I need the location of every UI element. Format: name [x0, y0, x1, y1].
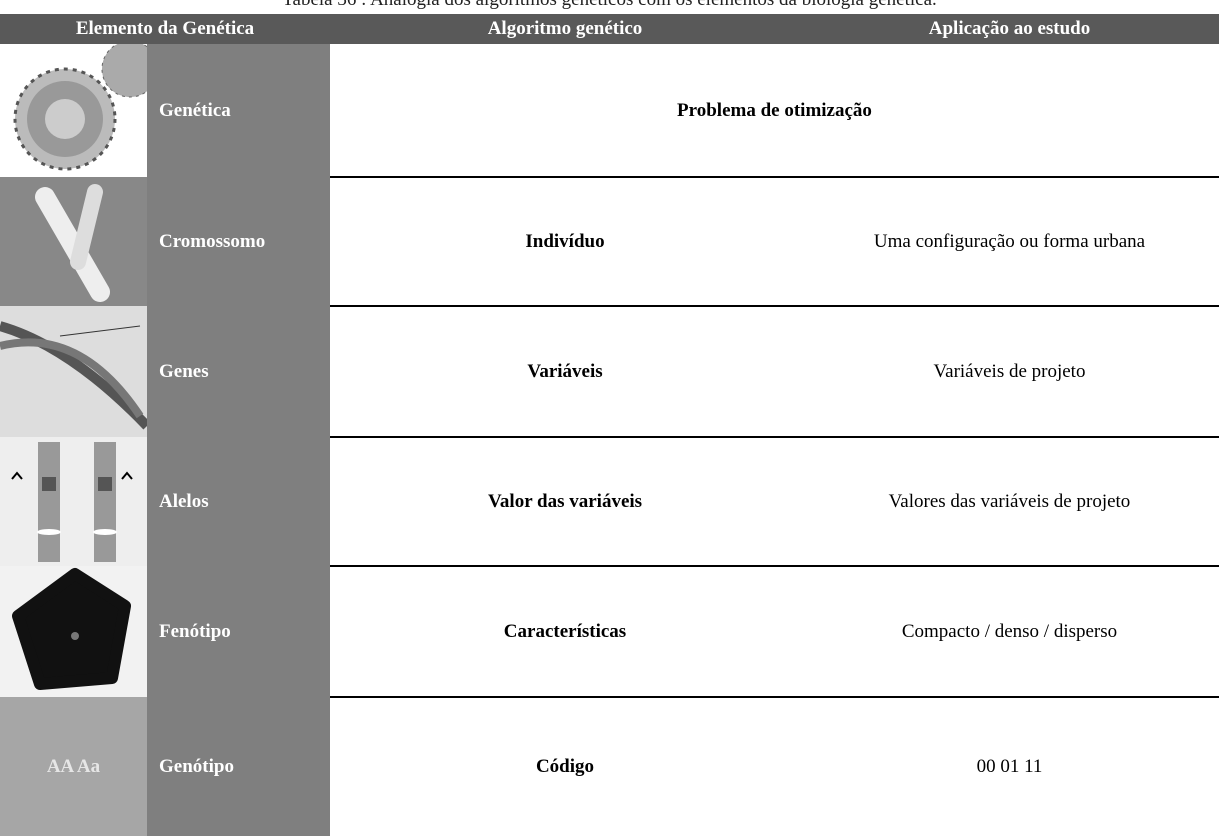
chromosome-image: [0, 177, 147, 306]
column-header: Elemento da Genética: [0, 14, 330, 44]
dna-image: [0, 306, 147, 437]
application: Compacto / denso / disperso: [901, 620, 1118, 642]
algorithm-term: Variáveis: [527, 360, 603, 382]
alleles-image: [0, 437, 147, 566]
row-divider: [330, 565, 1219, 567]
element-name: Genes: [147, 306, 330, 437]
application: 00 01 11: [976, 755, 1043, 777]
element-name: Genética: [147, 44, 330, 177]
algorithm-term: Características: [503, 620, 627, 642]
image-text: AA Aa: [0, 697, 147, 836]
element-name: Fenótipo: [147, 566, 330, 697]
element-name: Genótipo: [147, 697, 330, 836]
table-caption: Tabela 36 : Analogia dos algoritmos gené…: [0, 0, 1219, 12]
row-divider: [330, 436, 1219, 438]
column-header: Algoritmo genético: [330, 14, 800, 44]
row-divider: [330, 176, 1219, 178]
column-header: Aplicação ao estudo: [800, 14, 1219, 44]
flower-image: [0, 566, 147, 697]
algorithm-term: Código: [535, 755, 595, 777]
element-name: Cromossomo: [147, 177, 330, 306]
row-divider: [330, 696, 1219, 698]
algorithm-term: Valor das variáveis: [487, 490, 643, 512]
algorithm-term: Problema de otimização: [677, 99, 872, 121]
application: Uma configuração ou forma urbana: [873, 230, 1146, 252]
application: Valores das variáveis de projeto: [888, 490, 1131, 512]
row-divider: [330, 305, 1219, 307]
element-name: Alelos: [147, 437, 330, 566]
algorithm-term: Indivíduo: [525, 230, 605, 252]
application: Variáveis de projeto: [933, 360, 1086, 382]
pollen-image: [0, 44, 147, 177]
